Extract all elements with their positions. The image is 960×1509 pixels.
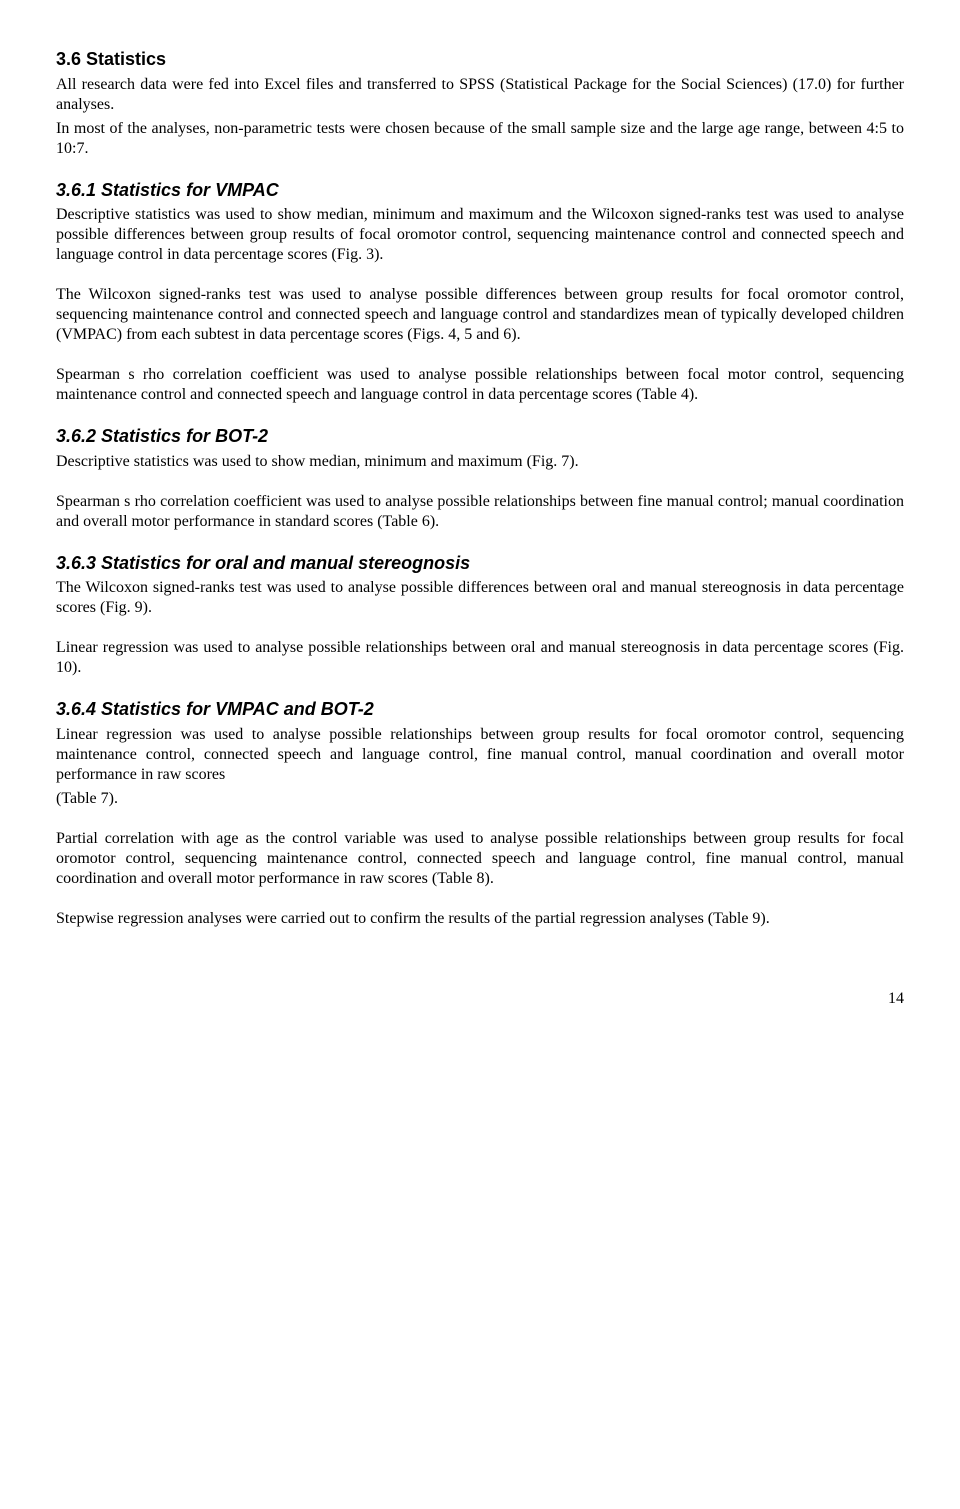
sub1-para-3: Spearman s rho correlation coefficient w… xyxy=(56,365,904,405)
sub4-para-1: Linear regression was used to analyse po… xyxy=(56,725,904,785)
sub4-para-1b: (Table 7). xyxy=(56,789,904,809)
section-heading: 3.6 Statistics xyxy=(56,48,904,71)
sub4-para-3: Stepwise regression analyses were carrie… xyxy=(56,909,904,929)
sub2-para-2: Spearman s rho correlation coefficient w… xyxy=(56,492,904,532)
sub3-para-1: The Wilcoxon signed-ranks test was used … xyxy=(56,578,904,618)
intro-para-1: All research data were fed into Excel fi… xyxy=(56,75,904,115)
sub3-para-2: Linear regression was used to analyse po… xyxy=(56,638,904,678)
sub2-para-1: Descriptive statistics was used to show … xyxy=(56,452,904,472)
subsection-heading-2: 3.6.2 Statistics for BOT-2 xyxy=(56,425,904,448)
intro-para-2: In most of the analyses, non-parametric … xyxy=(56,119,904,159)
sub1-para-1: Descriptive statistics was used to show … xyxy=(56,205,904,265)
subsection-heading-3: 3.6.3 Statistics for oral and manual ste… xyxy=(56,552,904,575)
subsection-heading-4: 3.6.4 Statistics for VMPAC and BOT-2 xyxy=(56,698,904,721)
sub4-para-2: Partial correlation with age as the cont… xyxy=(56,829,904,889)
subsection-heading-1: 3.6.1 Statistics for VMPAC xyxy=(56,179,904,202)
page-number: 14 xyxy=(56,989,904,1009)
sub1-para-2: The Wilcoxon signed-ranks test was used … xyxy=(56,285,904,345)
